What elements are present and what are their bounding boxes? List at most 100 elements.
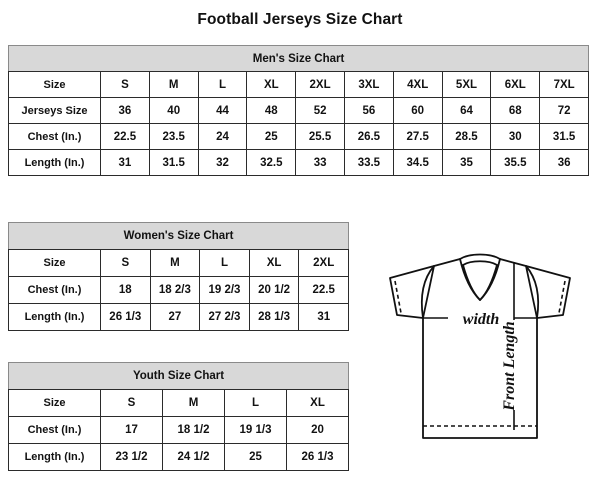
table-cell: 36 [539,149,590,176]
jersey-right-armhole [525,265,540,319]
table-cell: 35.5 [490,149,541,176]
table-cell: 64 [441,97,492,124]
mens-size-col-xl: XL [246,71,297,98]
mens-size-col-5xl: 5XL [441,71,492,98]
table-cell: 32 [197,149,248,176]
table-cell: 24 1/2 [162,443,225,471]
table-cell: 32.5 [246,149,297,176]
table-cell: 18 2/3 [149,276,201,304]
table-cell: 18 1/2 [162,416,225,444]
jersey-left-sleeve [389,265,435,319]
table-cell: 26 1/3 [100,303,151,331]
table-cell: 31 [100,149,150,176]
mens-row-label-length: Length (In.) [8,149,101,176]
mens-size-col-l: L [197,71,248,98]
table-cell: 68 [490,97,541,124]
mens-chart-banner: Men's Size Chart [7,45,590,72]
table-cell: 33 [295,149,345,176]
table-row: Chest (In.) 18 18 2/3 19 2/3 20 1/2 22.5 [8,276,350,304]
table-cell: 31 [298,303,350,331]
table-cell: 34.5 [392,149,443,176]
jersey-right-sleeve [525,265,571,319]
mens-size-chart-table: Men's Size Chart Size S M L XL 2XL 3XL 4… [7,45,590,176]
youth-size-col-s: S [100,389,163,417]
page-title: Football Jerseys Size Chart [197,11,403,28]
width-label: width [463,311,500,328]
table-cell: 26.5 [343,123,394,150]
jersey-left-armhole [420,265,435,319]
table-cell: 20 [285,416,350,444]
jersey-vneck-outer [459,258,501,301]
table-row: Length (In.) 23 1/2 24 1/2 25 26 1/3 [8,443,350,471]
table-cell: 25.5 [295,123,345,150]
table-cell: 20 1/2 [248,276,300,304]
table-cell: 48 [246,97,297,124]
table-cell: 28.5 [441,123,492,150]
womens-size-chart-table: Women's Size Chart Size S M L XL 2XL Che… [7,222,350,331]
table-row: Chest (In.) 22.5 23.5 24 25 25.5 26.5 27… [8,123,590,150]
youth-size-col-xl: XL [285,389,350,417]
womens-size-col-xl: XL [248,249,300,277]
youth-chart-banner: Youth Size Chart [7,362,350,390]
jersey-right-sleeve-hem [558,280,566,314]
table-row: Length (In.) 31 31.5 32 32.5 33 33.5 34.… [8,149,590,176]
jersey-torso-outline [422,317,538,439]
womens-row-label-chest: Chest (In.) [8,276,101,304]
table-cell: 27.5 [392,123,443,150]
youth-header-size-label: Size [8,389,101,417]
table-row: Chest (In.) 17 18 1/2 19 1/3 20 [8,416,350,444]
table-cell: 40 [148,97,199,124]
table-banner-row: Women's Size Chart [7,222,350,250]
jersey-left-sleeve-hem [394,280,402,314]
table-cell: 27 [149,303,201,331]
table-row: Jerseys Size 36 40 44 48 52 56 60 64 68 … [8,97,590,124]
table-cell: 19 1/3 [224,416,287,444]
table-banner-row: Men's Size Chart [7,45,590,72]
mens-size-col-4xl: 4XL [392,71,443,98]
mens-size-col-s: S [100,71,150,98]
mens-size-col-7xl: 7XL [539,71,590,98]
womens-row-label-length: Length (In.) [8,303,101,331]
table-banner-row: Youth Size Chart [7,362,350,390]
youth-size-col-m: M [162,389,225,417]
table-cell: 22.5 [298,276,350,304]
mens-size-col-2xl: 2XL [295,71,345,98]
table-cell: 26 1/3 [285,443,350,471]
table-cell: 30 [490,123,541,150]
table-cell: 60 [392,97,443,124]
table-cell: 44 [197,97,248,124]
mens-row-label-chest: Chest (In.) [8,123,101,150]
youth-size-col-l: L [224,389,287,417]
table-cell: 56 [343,97,394,124]
mens-size-col-6xl: 6XL [490,71,541,98]
jersey-vneck-inner-right [479,264,498,301]
table-cell: 22.5 [100,123,150,150]
table-cell: 25 [224,443,287,471]
table-cell: 23.5 [148,123,199,150]
womens-size-col-s: S [100,249,151,277]
mens-row-label-jerseys-size: Jerseys Size [8,97,101,124]
womens-size-col-m: M [149,249,201,277]
womens-size-col-l: L [199,249,250,277]
mens-header-size-label: Size [8,71,101,98]
table-cell: 72 [539,97,590,124]
mens-size-col-3xl: 3XL [343,71,394,98]
table-header-row: Size S M L XL 2XL 3XL 4XL 5XL 6XL 7XL [8,71,590,98]
table-cell: 31.5 [539,123,590,150]
table-cell: 25 [246,123,297,150]
table-cell: 35 [441,149,492,176]
womens-header-size-label: Size [8,249,101,277]
table-cell: 28 1/3 [248,303,300,331]
mens-size-col-m: M [148,71,199,98]
table-row: Length (In.) 26 1/3 27 27 2/3 28 1/3 31 [8,303,350,331]
front-length-label: Front Length [501,321,518,411]
table-cell: 23 1/2 [100,443,163,471]
table-header-row: Size S M L XL [8,389,350,417]
table-cell: 27 2/3 [199,303,250,331]
youth-row-label-length: Length (In.) [8,443,101,471]
table-cell: 33.5 [343,149,394,176]
jersey-collar-band [462,260,498,266]
table-cell: 31.5 [148,149,199,176]
table-cell: 52 [295,97,345,124]
table-cell: 19 2/3 [199,276,250,304]
